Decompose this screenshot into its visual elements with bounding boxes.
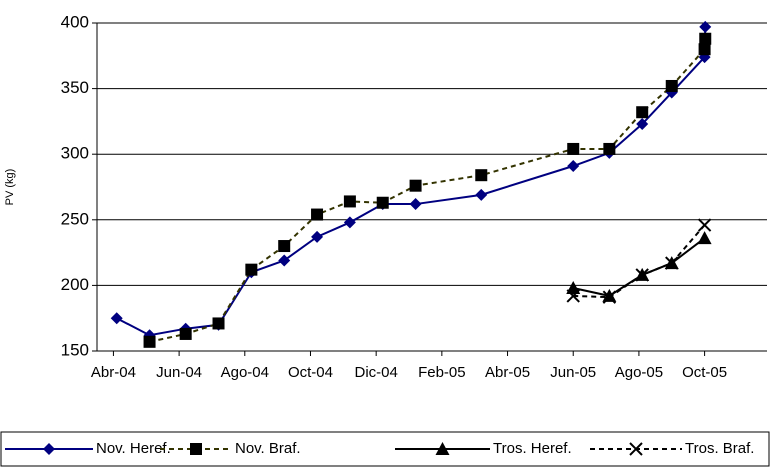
data-point [475,188,488,201]
data-point [636,106,649,119]
data-point [311,208,324,221]
legend-label: Nov. Braf. [235,440,301,457]
legend-marker [629,442,643,456]
x-tick-label: Ago-04 [221,364,269,381]
data-point [278,240,291,253]
data-point [409,179,422,192]
x-tick-label: Abr-05 [485,364,530,381]
legend-marker [435,442,450,455]
y-tick-label: 350 [61,78,89,97]
data-point [343,216,356,229]
x-tick-label: Feb-05 [418,364,466,381]
data-point [343,195,356,208]
data-point [475,169,488,182]
data-point [567,160,580,173]
legend-marker [190,443,202,455]
legend-marker [43,443,55,455]
data-point [409,198,422,211]
y-tick-label: 300 [61,144,89,163]
legend-label: Nov. Heref. [96,440,171,457]
x-tick-label: Oct-04 [288,364,333,381]
data-point [635,268,649,282]
data-point [602,290,617,304]
series-line [573,224,706,299]
legend-label: Tros. Heref. [493,440,572,457]
data-point [110,312,123,325]
data-point [698,43,711,56]
data-point [567,142,580,155]
data-point [699,32,712,45]
data-point [245,263,258,276]
data-point [665,79,678,92]
data-point [376,196,389,209]
data-point [143,335,156,348]
x-tick-label: Jun-04 [156,364,202,381]
data-point [179,327,192,340]
data-point [278,254,291,267]
x-tick-label: Abr-04 [91,364,136,381]
y-axis-label: PV (kg) [4,169,16,206]
x-tick-label: Oct-05 [682,364,727,381]
data-point [212,317,225,330]
legend-box [0,431,770,467]
data-point [566,289,580,303]
y-tick-label: 200 [61,275,89,294]
data-point [636,118,649,131]
data-point [311,230,324,243]
data-point [566,281,581,295]
legend-label: Tros. Braf. [685,440,754,457]
data-point [699,20,712,33]
y-tick-label: 250 [61,209,89,228]
data-point [697,218,712,232]
y-tick-label: 150 [61,340,89,359]
series-line [149,38,707,343]
data-point [697,231,712,245]
data-point [602,288,617,302]
x-tick-label: Dic-04 [354,364,397,381]
x-tick-label: Jun-05 [550,364,596,381]
data-point [665,256,679,270]
data-point [603,142,616,155]
x-tick-label: Ago-05 [615,364,663,381]
y-tick-label: 400 [61,12,89,31]
